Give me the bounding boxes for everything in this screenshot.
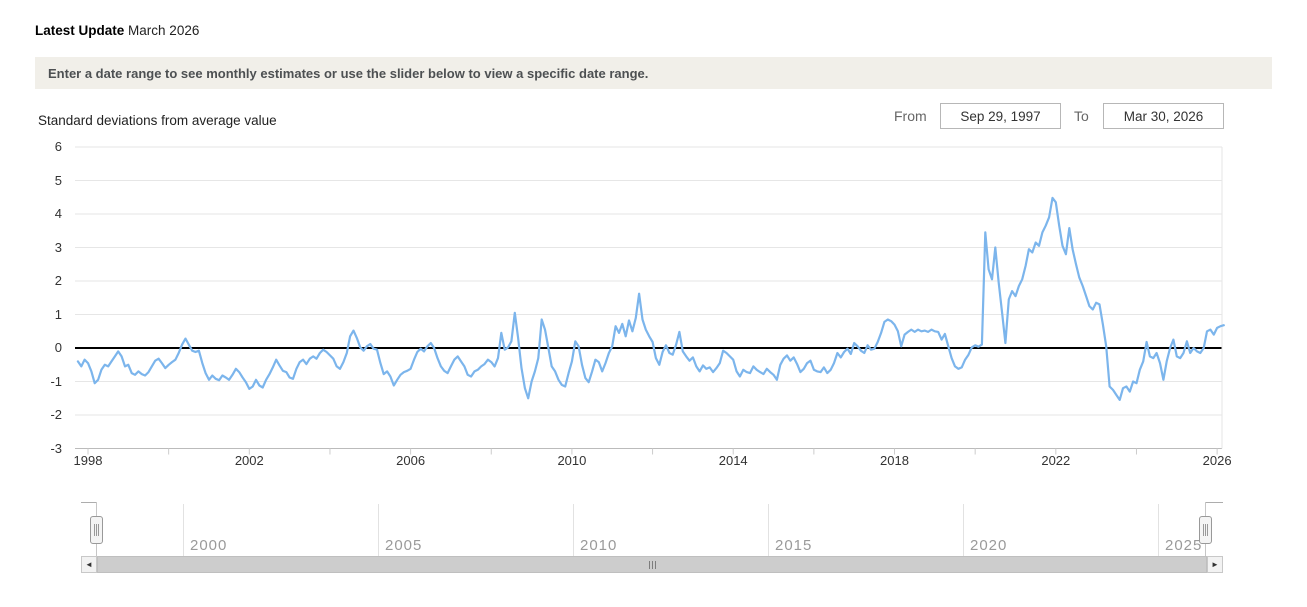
y-tick-label: -3 (50, 440, 62, 456)
line-chart-plot-area[interactable] (0, 0, 1307, 500)
navigator-year-line (963, 504, 964, 556)
y-tick-label: -1 (50, 373, 62, 389)
navigator-year-label: 2015 (775, 537, 813, 554)
scrollbar-grip-icon (651, 560, 653, 569)
y-tick-label: -2 (50, 407, 62, 422)
navigator-outline (1205, 502, 1223, 503)
series-line (76, 196, 1225, 401)
scrollbar-left-button[interactable]: ◄ (81, 556, 97, 573)
navigator-year-line (573, 504, 574, 556)
navigator-year-line (378, 504, 379, 556)
x-tick-label: 2010 (557, 453, 587, 468)
y-tick-label: 0 (54, 340, 62, 355)
navigator-year-label: 2005 (385, 537, 423, 554)
y-tick-label: 1 (54, 306, 62, 322)
latest-update-value: March 2026 (128, 23, 200, 38)
x-tick-label: 2022 (1041, 453, 1071, 468)
x-tick-label: 1998 (73, 453, 103, 468)
navigator-year-label: 2010 (580, 537, 618, 554)
y-tick-label: 5 (54, 172, 62, 188)
navigator-right-handle[interactable] (1199, 516, 1212, 544)
latest-update-line: Latest Update March 2026 (35, 23, 199, 38)
navigator-year-label: 2025 (1165, 537, 1203, 554)
navigator-year-label: 2000 (190, 537, 228, 554)
right-arrow-icon: ► (1211, 560, 1219, 569)
left-arrow-icon: ◄ (85, 560, 93, 569)
scrollbar-thumb[interactable] (97, 556, 1207, 573)
navigator-outline (81, 502, 96, 503)
from-label: From (894, 108, 927, 124)
instruction-banner: Enter a date range to see monthly estima… (35, 57, 1272, 89)
from-date-input[interactable] (940, 103, 1061, 129)
drag-handle-icon (96, 524, 97, 536)
scrollbar-right-button[interactable]: ► (1207, 556, 1223, 573)
y-tick-label: 2 (54, 273, 62, 288)
y-tick-label: 3 (54, 239, 62, 255)
to-date-input[interactable] (1103, 103, 1224, 129)
x-tick-label: 2014 (718, 453, 748, 468)
x-tick-label: 2018 (880, 453, 909, 468)
navigator-left-handle[interactable] (90, 516, 103, 544)
horizontal-scrollbar[interactable]: ◄ ► (81, 556, 1223, 573)
y-tick-label: 6 (54, 139, 62, 154)
navigator-year-label: 2020 (970, 537, 1008, 554)
latest-update-label: Latest Update (35, 23, 125, 38)
navigator-year-line (1158, 504, 1159, 556)
x-tick-label: 2002 (234, 453, 264, 468)
drag-handle-icon (1205, 524, 1206, 536)
x-tick-label: 2026 (1202, 453, 1232, 468)
navigator-year-line (183, 504, 184, 556)
instruction-banner-text: Enter a date range to see monthly estima… (48, 65, 649, 81)
y-tick-label: 4 (54, 206, 62, 221)
to-label: To (1074, 108, 1089, 124)
navigator-year-line (768, 504, 769, 556)
x-tick-label: 2006 (396, 453, 426, 468)
y-axis-title: Standard deviations from average value (38, 113, 277, 128)
